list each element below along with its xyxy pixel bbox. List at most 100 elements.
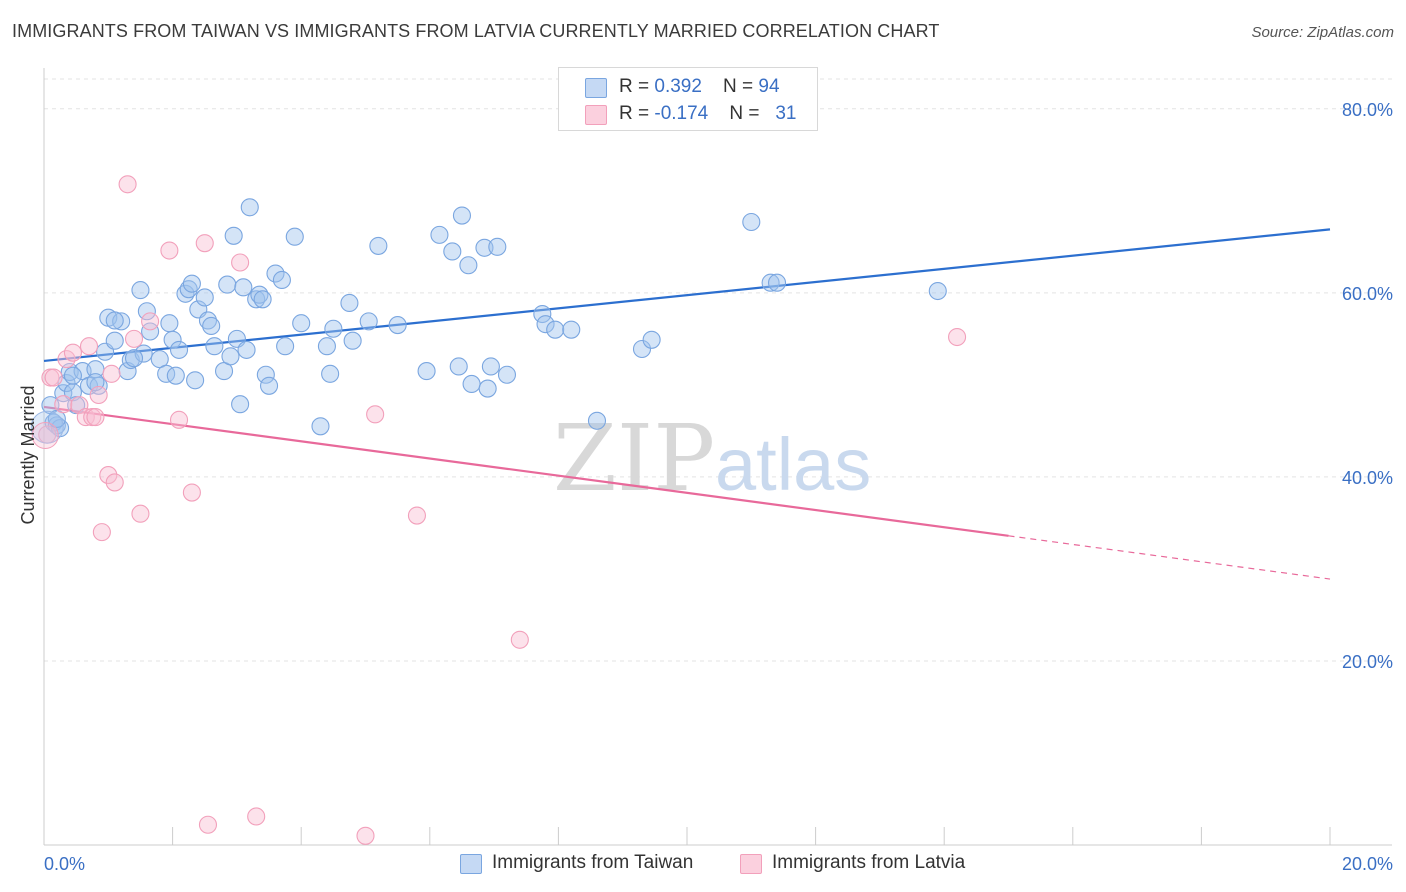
point-latvia xyxy=(63,343,82,362)
y-tick-label: 60.0% xyxy=(1342,284,1393,304)
scatter-points xyxy=(30,175,967,845)
point-taiwan xyxy=(137,302,156,321)
point-latvia xyxy=(86,408,105,427)
point-taiwan xyxy=(417,362,436,381)
point-taiwan xyxy=(195,288,214,307)
point-taiwan xyxy=(742,212,761,232)
grid-lines xyxy=(44,78,1392,662)
point-taiwan xyxy=(134,344,153,363)
point-taiwan xyxy=(475,238,494,257)
trend-line-latvia xyxy=(43,405,1009,537)
legend-r-label: R = xyxy=(619,103,655,124)
point-taiwan xyxy=(285,227,304,246)
point-taiwan xyxy=(761,273,780,292)
point-latvia xyxy=(92,523,111,542)
tick-labels: 20.0% 40.0% 60.0% 80.0% 0.0% 20.0% xyxy=(44,100,1393,874)
point-taiwan xyxy=(767,273,787,292)
point-latvia xyxy=(510,630,529,649)
point-taiwan xyxy=(198,311,218,330)
trend-line-latvia-extension xyxy=(1008,535,1331,580)
point-latvia xyxy=(105,473,124,492)
y-tick-label: 40.0% xyxy=(1342,468,1393,488)
point-taiwan xyxy=(462,374,481,394)
axes xyxy=(43,68,1392,846)
point-taiwan xyxy=(47,416,66,435)
watermark-atlas: atlas xyxy=(715,423,871,506)
bottom-legend-swatch-latvia xyxy=(740,854,762,874)
point-taiwan xyxy=(488,237,507,256)
point-latvia xyxy=(231,253,250,272)
point-latvia xyxy=(195,234,214,253)
legend-r-label: R = xyxy=(619,76,655,97)
point-taiwan xyxy=(221,347,240,366)
point-taiwan xyxy=(105,311,124,330)
point-latvia xyxy=(366,405,385,424)
legend-box: R = 0.392 N = 94 R = -0.174 N = 31 xyxy=(558,67,818,131)
point-taiwan xyxy=(359,312,378,331)
point-latvia xyxy=(160,241,179,260)
chart-title: IMMIGRANTS FROM TAIWAN VS IMMIGRANTS FRO… xyxy=(12,21,940,41)
point-taiwan xyxy=(642,330,661,349)
point-taiwan xyxy=(321,364,340,383)
point-latvia xyxy=(79,337,99,356)
point-taiwan xyxy=(311,417,330,436)
point-taiwan xyxy=(452,206,472,225)
point-latvia xyxy=(948,327,967,347)
point-taiwan xyxy=(131,281,150,300)
point-taiwan xyxy=(340,293,359,313)
point-taiwan xyxy=(231,395,250,414)
point-latvia xyxy=(247,807,266,826)
point-taiwan xyxy=(272,270,291,290)
point-latvia xyxy=(182,483,201,502)
point-taiwan xyxy=(259,376,279,395)
point-taiwan xyxy=(141,322,160,341)
point-taiwan xyxy=(202,316,221,336)
point-taiwan xyxy=(253,290,272,309)
point-latvia xyxy=(57,350,76,369)
point-latvia-cluster xyxy=(31,421,59,449)
y-tick-label: 20.0% xyxy=(1342,652,1393,672)
point-taiwan xyxy=(369,236,388,255)
point-latvia xyxy=(131,504,150,523)
point-latvia xyxy=(356,826,375,845)
bottom-legend-label-taiwan: Immigrants from Taiwan xyxy=(492,852,694,873)
x-tick-label: 20.0% xyxy=(1342,854,1393,874)
point-taiwan xyxy=(632,339,652,359)
point-taiwan xyxy=(546,320,565,339)
point-taiwan xyxy=(237,340,256,359)
point-taiwan xyxy=(324,319,343,338)
bottom-legend-swatch-taiwan xyxy=(460,854,482,874)
point-taiwan xyxy=(481,357,500,376)
legend-n-value: 31 xyxy=(775,103,797,124)
point-taiwan xyxy=(343,331,362,350)
legend-n-label: N = xyxy=(723,76,759,97)
point-taiwan xyxy=(105,331,124,350)
y-tick-label: 80.0% xyxy=(1342,100,1393,120)
point-latvia xyxy=(118,175,137,194)
point-latvia xyxy=(54,395,73,414)
point-taiwan xyxy=(478,379,497,398)
point-taiwan xyxy=(443,242,462,261)
trend-line-taiwan xyxy=(43,228,1331,363)
point-taiwan xyxy=(112,312,131,331)
point-taiwan xyxy=(266,264,285,283)
y-axis-title: Currently Married xyxy=(18,385,38,524)
point-taiwan xyxy=(186,371,205,390)
point-taiwan xyxy=(292,314,311,333)
point-latvia xyxy=(99,466,118,485)
point-taiwan xyxy=(166,366,185,385)
point-taiwan xyxy=(205,337,224,356)
point-latvia xyxy=(124,329,144,348)
point-taiwan xyxy=(388,316,407,335)
point-taiwan xyxy=(562,320,581,339)
trend-lines xyxy=(43,228,1331,580)
legend-r-value: 0.392 xyxy=(654,76,702,97)
point-latvia xyxy=(89,385,108,405)
point-taiwan xyxy=(182,274,201,293)
point-latvia xyxy=(407,506,426,525)
point-taiwan xyxy=(536,315,555,334)
point-taiwan xyxy=(218,275,237,294)
point-taiwan xyxy=(256,365,275,384)
point-taiwan xyxy=(124,349,144,368)
